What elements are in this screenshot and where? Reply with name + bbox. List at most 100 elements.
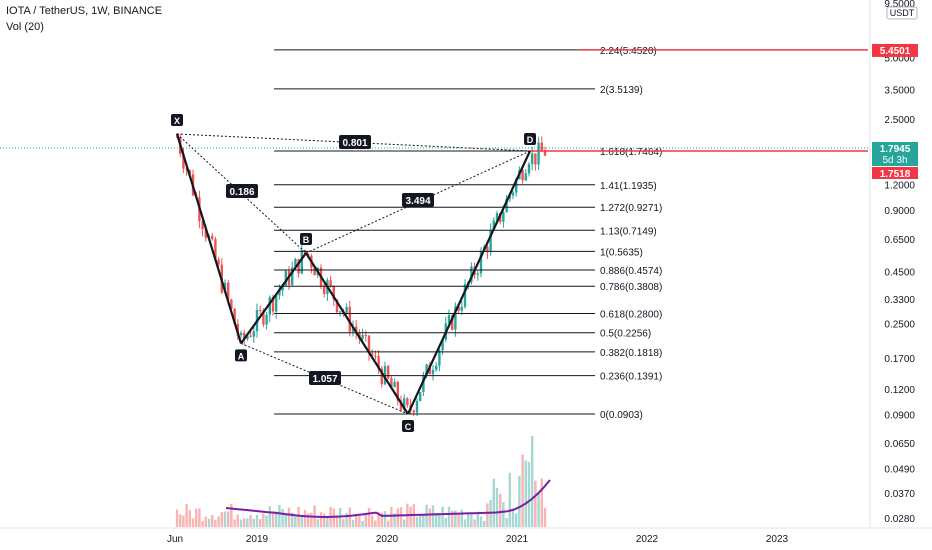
volume-bar — [361, 520, 364, 527]
volume-bar — [249, 515, 252, 527]
candle-body — [377, 356, 380, 369]
volume-bar — [454, 510, 457, 527]
volume-bar — [268, 506, 271, 527]
volume-bar — [441, 506, 444, 527]
pattern-point-label: X — [174, 116, 180, 126]
xabcd-pattern[interactable]: 0.801 0.186 3.494 1.057 X A B C D — [171, 114, 536, 432]
fib-level-label: 0.618(0.2800) — [600, 310, 662, 321]
volume-bar — [265, 515, 268, 527]
volume-bar — [409, 506, 412, 527]
volume-bar — [438, 514, 441, 527]
volume-bar — [191, 518, 195, 527]
volume-bar — [467, 512, 470, 527]
volume-bar — [511, 508, 515, 527]
fib-level-label: 0.5(0.2256) — [600, 329, 651, 340]
volume-bar — [540, 478, 543, 527]
volume-bar — [355, 513, 358, 527]
volume-bar — [377, 512, 380, 527]
candle-body — [271, 297, 275, 312]
candle-body — [431, 369, 435, 375]
volume-bar — [387, 520, 390, 527]
pattern-leg — [240, 252, 307, 345]
time-axis-label: Jun — [167, 534, 183, 545]
volume-bar — [351, 519, 355, 527]
candle-body — [364, 335, 367, 337]
candle-body — [460, 306, 463, 311]
volume-bar — [175, 509, 179, 527]
price-tick-label: 0.2500 — [884, 320, 915, 331]
volume-bar — [335, 517, 339, 527]
candle-body — [329, 280, 332, 286]
volume-bar — [463, 519, 467, 527]
candle-body — [252, 331, 255, 337]
candle-body — [387, 366, 390, 379]
volume-bar — [239, 519, 243, 527]
fibonacci-retracement[interactable]: 2.24(5.4520) 2(3.5139) 1.618(1.7464) 1.41(1… — [0, 46, 868, 421]
fib-level-label: 1.13(0.7149) — [600, 226, 657, 237]
candle-body — [239, 332, 243, 336]
volume-bar — [217, 516, 220, 527]
volume-bar — [252, 518, 255, 527]
candle-body — [243, 332, 246, 340]
candle-body — [441, 339, 444, 351]
volume-bar — [531, 435, 534, 527]
candle-body — [527, 164, 531, 174]
pattern-leg — [175, 133, 243, 344]
candle-body — [380, 368, 383, 385]
volume-bar — [262, 513, 265, 527]
volume-bar — [207, 518, 211, 527]
candle-body — [233, 308, 236, 324]
candle-body — [511, 192, 515, 196]
price-tick-label: 0.0280 — [884, 514, 915, 525]
candle-body — [390, 378, 393, 387]
volume-bar — [284, 514, 287, 527]
volume-bar — [527, 461, 531, 527]
candle-body — [505, 198, 508, 213]
volume-bar — [367, 507, 371, 527]
candle-body — [393, 381, 396, 387]
candle-body — [214, 239, 217, 260]
pattern-point-c: C — [402, 420, 414, 432]
volume-indicator-label[interactable]: Vol (20) — [6, 21, 44, 33]
volume-bar — [499, 493, 502, 527]
time-axis-label: 2023 — [766, 534, 789, 545]
volume-bar — [479, 516, 483, 527]
volume-bar — [255, 515, 259, 527]
candle-body — [540, 142, 543, 151]
candle-body — [313, 267, 316, 276]
last-price-badge-text: 5d 3h — [882, 155, 907, 166]
volume-bar — [271, 512, 275, 527]
pattern-leg — [305, 252, 409, 415]
candle-body — [185, 168, 188, 171]
volume-bar — [246, 518, 249, 527]
volume-bar — [326, 516, 329, 527]
volume-bar — [374, 520, 377, 527]
volume-bar — [431, 505, 435, 527]
volume-bar — [287, 507, 291, 527]
candle-body — [278, 290, 281, 296]
candle-body — [479, 250, 483, 274]
volume-bar — [179, 514, 182, 527]
candle-body — [211, 235, 214, 240]
volume-bar — [521, 454, 524, 527]
volume-bar — [259, 519, 262, 527]
price-scale[interactable]: 9.50005.00003.50002.50001.70001.20000.90… — [869, 0, 918, 527]
volume-bar — [345, 512, 348, 527]
candle-body — [521, 169, 524, 181]
volume-bar — [524, 460, 527, 527]
price-tick-label: 9.5000 — [884, 0, 915, 10]
price-tick-label: 0.1700 — [884, 354, 915, 365]
candle-body — [297, 259, 300, 274]
candle-body — [300, 250, 303, 274]
volume-bar — [223, 511, 227, 527]
price-tick-label: 0.6500 — [884, 235, 915, 246]
time-axis[interactable]: Jun 2019 2020 2021 2022 2023 — [0, 527, 932, 545]
pattern-point-label: A — [238, 351, 245, 361]
volume-bar — [492, 478, 495, 527]
volume-ma-line — [225, 479, 551, 518]
candle-body — [476, 273, 479, 275]
candle-body — [531, 153, 534, 165]
candle-body — [281, 285, 284, 291]
pattern-point-b: B — [300, 233, 312, 245]
